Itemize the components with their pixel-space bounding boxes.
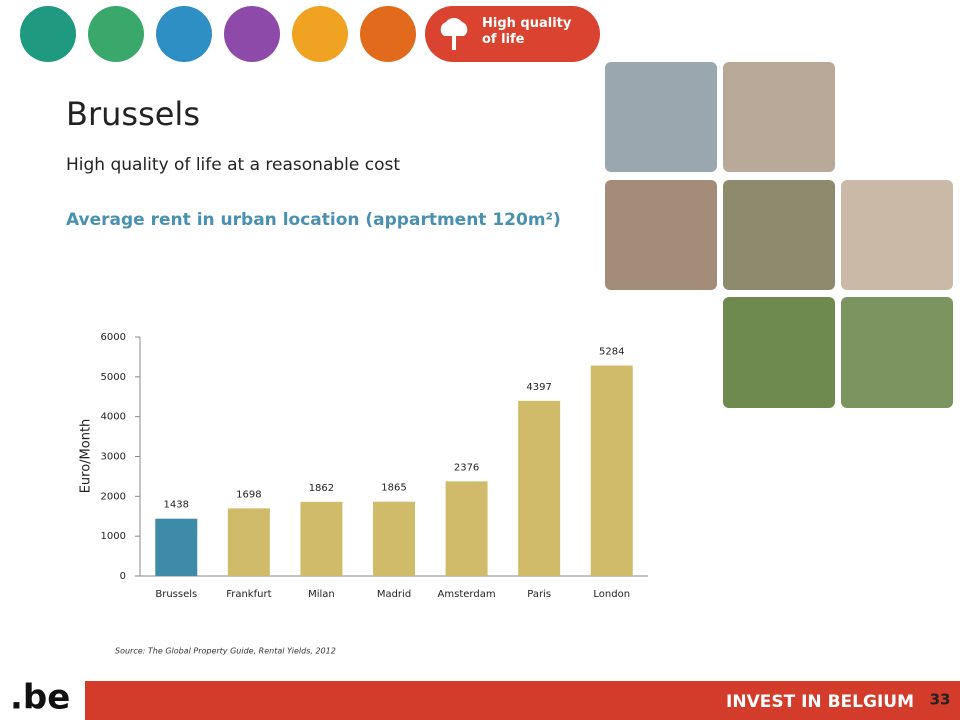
brand: INVEST IN BELGIUM	[726, 692, 914, 712]
value-label: 1698	[236, 489, 261, 500]
bar	[300, 501, 343, 576]
x-tick-label: Brussels	[155, 589, 197, 600]
x-tick-label: Paris	[527, 589, 551, 600]
y-axis-label: Euro/Month	[79, 419, 94, 494]
chart: 0 1000 2000 3000 4000 5000 6000 Brussels 1438 Fra…	[101, 332, 648, 600]
x-tick-label: Madrid	[377, 589, 411, 600]
title: Brussels	[66, 95, 200, 133]
y-tick-label: 5000	[101, 372, 126, 383]
photo	[723, 62, 835, 172]
x-tick-label: Milan	[308, 589, 335, 600]
tab-label-box: High quality of life	[482, 16, 572, 47]
subtitle: High quality of life at a reasonable cos…	[66, 155, 400, 175]
bar	[445, 481, 488, 576]
source: Source: The Global Property Guide, Renta…	[115, 647, 336, 656]
y-tick-label: 0	[120, 571, 126, 582]
x-tick-label: London	[593, 589, 630, 600]
icon	[360, 6, 416, 62]
photo	[605, 180, 717, 290]
value-label: 5284	[599, 347, 624, 358]
bar	[518, 400, 561, 576]
photo	[723, 297, 835, 408]
chart-title: Average rent in urban location (appartme…	[66, 210, 561, 230]
value-label: 4397	[526, 382, 551, 393]
x-tick-label: Amsterdam	[438, 589, 496, 600]
bar	[155, 518, 198, 576]
y-tick-label: 6000	[101, 332, 126, 343]
bar	[373, 501, 415, 576]
logo: .be	[10, 678, 70, 718]
bar	[590, 365, 633, 576]
icon	[88, 6, 144, 62]
icon-row	[20, 6, 600, 62]
bar	[227, 508, 270, 576]
x-tick-label: Frankfurt	[226, 589, 271, 600]
icon	[156, 6, 212, 62]
y-tick-label: 4000	[101, 412, 126, 423]
value-label: 1865	[381, 483, 406, 494]
y-tick-label: 3000	[101, 452, 126, 463]
icon	[20, 6, 76, 62]
tab-label: High quality of life	[482, 16, 572, 47]
page-number: 33	[930, 691, 951, 709]
value-label: 1862	[309, 483, 334, 494]
icon	[224, 6, 280, 62]
photo	[841, 180, 953, 290]
photo	[841, 297, 953, 408]
value-label: 1438	[164, 500, 189, 511]
value-label: 2376	[454, 462, 479, 473]
icon	[292, 6, 348, 62]
photo	[605, 62, 717, 172]
footer-bar	[85, 681, 960, 720]
y-tick-label: 2000	[101, 491, 126, 502]
photo	[723, 180, 835, 290]
photo-grid	[605, 62, 953, 408]
y-tick-label: 1000	[101, 531, 126, 542]
tree-icon	[440, 18, 468, 50]
